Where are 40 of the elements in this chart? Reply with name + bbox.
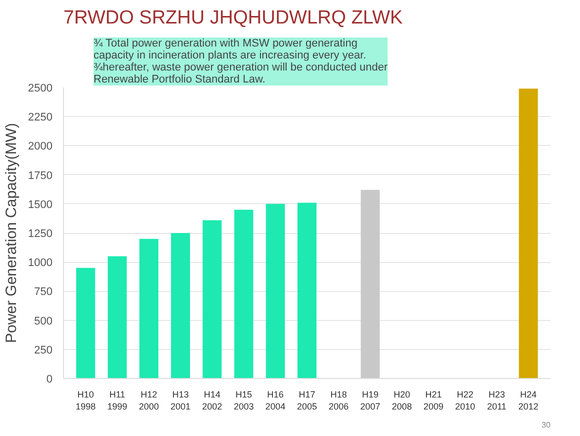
- bar: [360, 190, 380, 378]
- y-tick-label: 1250: [28, 228, 53, 240]
- y-tick-label: 500: [34, 315, 53, 328]
- chart-title: 7RWDO SRZHU JHQHUDWLRQ ZLWK: [64, 8, 404, 28]
- bar: [202, 220, 222, 378]
- x-tick-label: H12 2000: [138, 390, 159, 412]
- x-tick-label: H11 1999: [107, 390, 128, 412]
- x-tick-label: H10 1998: [76, 390, 96, 412]
- bar: [518, 88, 538, 378]
- x-tick-label: H18 2006: [328, 390, 349, 412]
- bar: [171, 233, 190, 378]
- y-axis-title: Power Generation Capacity(MW): [3, 122, 20, 344]
- x-tick-label: H14 2002: [202, 390, 222, 412]
- y-tick-label: 750: [34, 286, 53, 298]
- x-tick-label: H16 2004: [265, 390, 286, 412]
- y-tick-label: 2000: [28, 140, 53, 153]
- x-tick-label: H21 2009: [423, 390, 444, 412]
- bar: [298, 202, 316, 378]
- bar: [266, 204, 285, 378]
- bar: [108, 256, 127, 378]
- x-tick-label: H20 2008: [392, 390, 412, 412]
- x-tick-label: H24 2012: [518, 390, 538, 412]
- y-tick-label: 1750: [28, 170, 53, 182]
- bar: [76, 268, 96, 378]
- x-tick-label: H15 2003: [234, 390, 254, 412]
- x-tick-label: H19 2007: [360, 390, 380, 412]
- x-tick-label: H23 2011: [487, 390, 506, 412]
- bar: [234, 210, 254, 378]
- text: ¾ Total power generation with MSW power generating capacity in incineration plants are increasing every year. ¾hereafter, waste power generation will be conducted under Renewable Portfolio Standard Law.: [94, 38, 388, 86]
- x-tick-label: H17 2005: [296, 390, 318, 412]
- x-tick-label: H22 2010: [455, 390, 476, 412]
- y-tick-label: 2500: [28, 82, 53, 94]
- text: 30: [542, 420, 552, 430]
- y-tick-label: 2250: [28, 112, 53, 124]
- y-tick-label: 0: [46, 374, 53, 386]
- bar: [139, 238, 158, 378]
- y-tick-label: 250: [34, 344, 53, 356]
- y-tick-label: 1000: [28, 257, 53, 270]
- x-tick-label: H13 2001: [170, 390, 191, 412]
- y-tick-label: 1500: [28, 198, 53, 211]
